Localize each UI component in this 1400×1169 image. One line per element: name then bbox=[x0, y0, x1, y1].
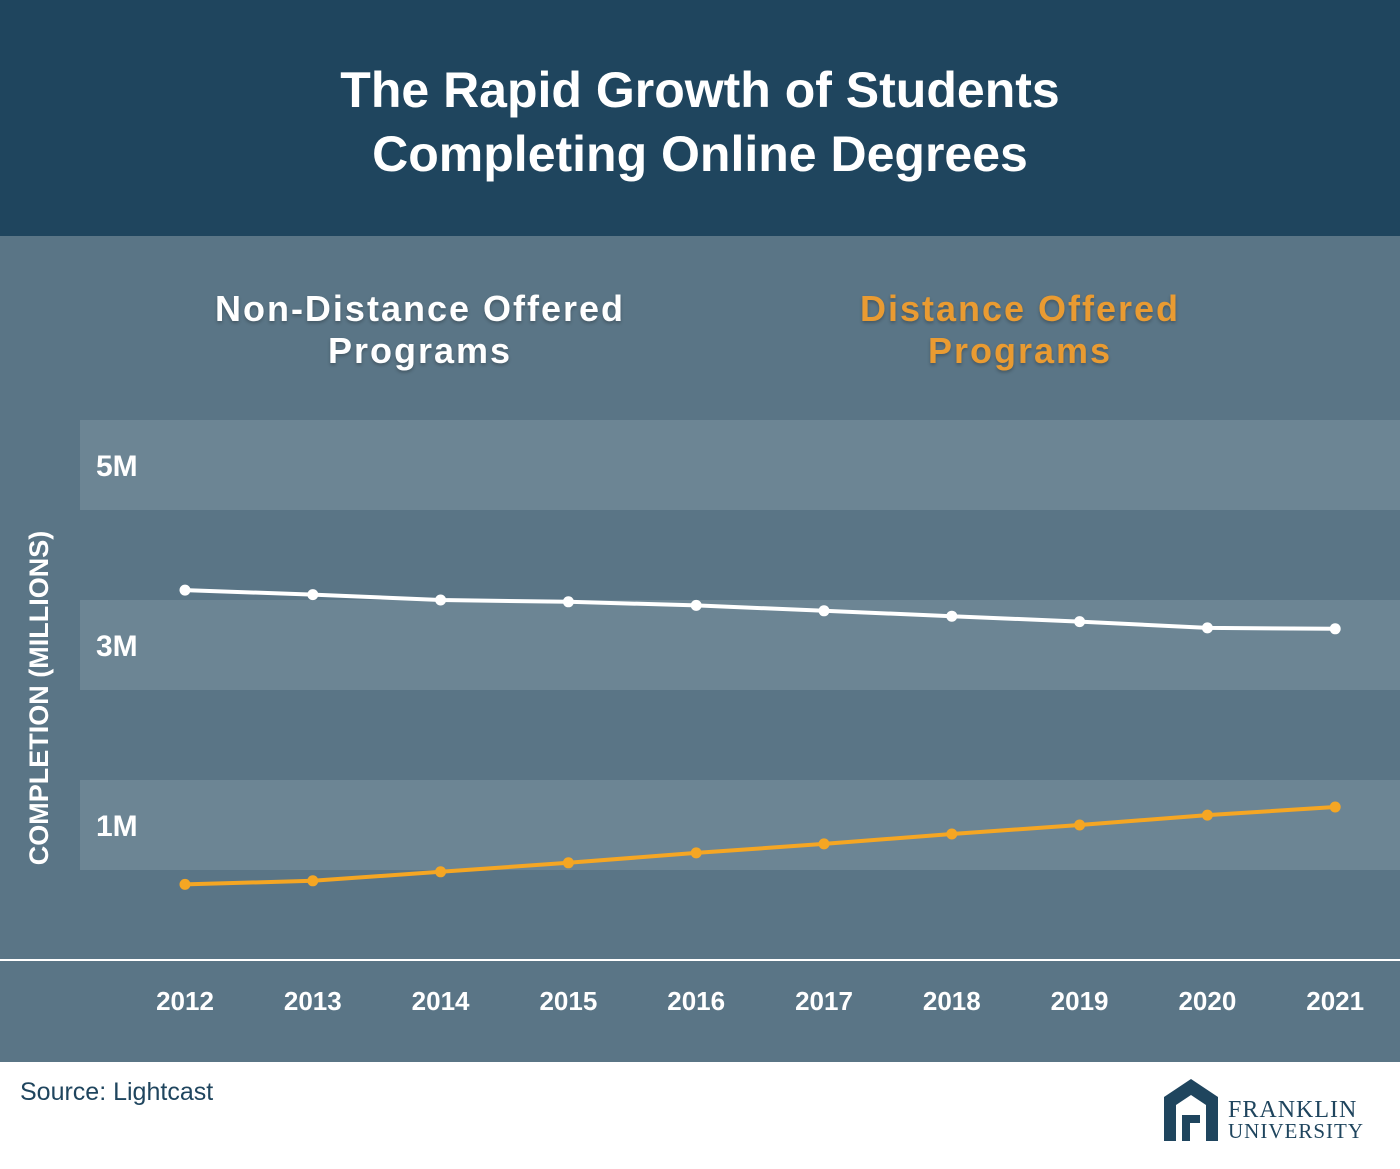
source-note: Source: Lightcast bbox=[20, 1078, 214, 1106]
grid-band bbox=[80, 420, 1400, 510]
data-point-non-distance bbox=[179, 584, 191, 596]
x-tick-label: 2012 bbox=[156, 986, 214, 1016]
data-point-non-distance bbox=[435, 594, 447, 606]
title-line-2: Completing Online Degrees bbox=[372, 126, 1028, 182]
header-banner: The Rapid Growth of Students Completing … bbox=[0, 0, 1400, 236]
legend-distance-line-2: Programs bbox=[927, 330, 1113, 371]
data-point-non-distance bbox=[946, 610, 958, 622]
series-line-distance bbox=[183, 805, 1338, 887]
data-point-distance bbox=[435, 866, 447, 878]
title-line-1: The Rapid Growth of Students bbox=[340, 62, 1060, 118]
y-tick-label: 5M bbox=[96, 450, 138, 483]
data-point-distance bbox=[946, 828, 958, 840]
legend-non-distance: Non-Distance Offered Programs bbox=[190, 288, 650, 372]
line-chart: 5M 3M 1M COMPLETION (MILLIONS) 2012 2013 2014 2… bbox=[0, 420, 1400, 1016]
data-point-non-distance bbox=[562, 596, 574, 608]
data-point-non-distance bbox=[1074, 616, 1086, 628]
data-point-non-distance bbox=[1201, 622, 1213, 634]
x-tick-label: 2016 bbox=[667, 986, 725, 1016]
legend-non-distance-line-1: Non-Distance Offered bbox=[214, 288, 626, 329]
data-point-distance bbox=[562, 857, 574, 869]
data-point-non-distance bbox=[690, 599, 702, 611]
logo-word-university: UNIVERSITY bbox=[1228, 1119, 1364, 1143]
y-tick-label: 1M bbox=[96, 810, 138, 843]
data-point-non-distance bbox=[307, 589, 319, 601]
x-tick-label: 2018 bbox=[923, 986, 981, 1016]
x-tick-label: 2020 bbox=[1178, 986, 1236, 1016]
logo-word-franklin: FRANKLIN bbox=[1228, 1097, 1358, 1123]
series-line-non-distance bbox=[183, 588, 1338, 631]
x-tick-label: 2017 bbox=[795, 986, 853, 1016]
data-point-distance bbox=[179, 878, 191, 890]
data-point-distance bbox=[1329, 801, 1341, 813]
data-point-distance bbox=[1074, 819, 1086, 831]
grid-band bbox=[80, 780, 1400, 870]
data-point-distance bbox=[818, 838, 830, 850]
x-tick-label: 2013 bbox=[284, 986, 342, 1016]
legend-distance: Distance Offered Programs bbox=[790, 288, 1250, 372]
x-tick-label: 2014 bbox=[412, 986, 470, 1016]
legend-distance-line-1: Distance Offered bbox=[859, 288, 1181, 329]
data-point-distance bbox=[307, 875, 319, 887]
data-point-non-distance bbox=[818, 605, 830, 617]
franklin-arch-icon bbox=[1164, 1079, 1218, 1141]
chart-title: The Rapid Growth of Students Completing … bbox=[0, 58, 1400, 186]
y-axis-label: COMPLETION (MILLIONS) bbox=[24, 531, 54, 865]
x-tick-label: 2019 bbox=[1051, 986, 1109, 1016]
data-point-distance bbox=[690, 847, 702, 859]
y-tick-label: 3M bbox=[96, 630, 138, 663]
grid-band bbox=[80, 600, 1400, 690]
data-point-non-distance bbox=[1329, 623, 1341, 635]
legend-non-distance-line-2: Programs bbox=[327, 330, 513, 371]
x-tick-label: 2015 bbox=[539, 986, 597, 1016]
x-tick-label: 2021 bbox=[1306, 986, 1364, 1016]
data-point-distance bbox=[1201, 809, 1213, 821]
franklin-logo: FRANKLIN UNIVERSITY bbox=[1160, 1075, 1390, 1145]
